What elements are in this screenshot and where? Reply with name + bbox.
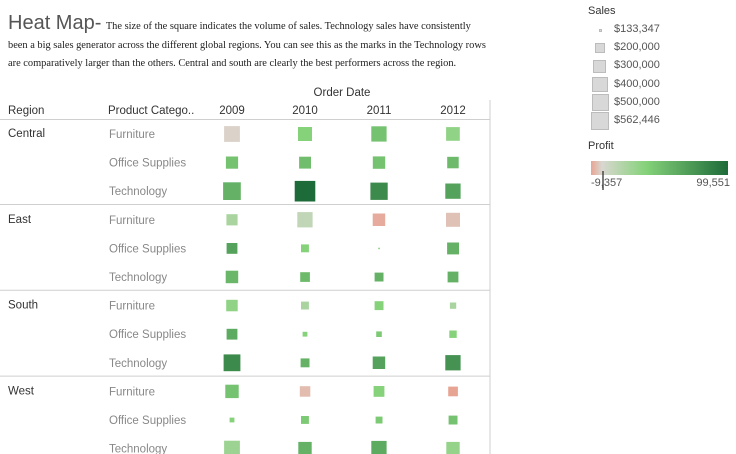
sales-legend-label: $500,000 — [614, 95, 660, 108]
heatmap-chart: Order Date Region Product Catego.. 2009 2… — [0, 87, 491, 454]
heat-cell-central-office-supplies-2010[interactable] — [299, 156, 311, 169]
heat-cell-west-technology-2010[interactable] — [298, 441, 312, 454]
legend-panel: Sales $133,347 $200,000 $300,000 $400,000 $5… — [588, 0, 736, 200]
column-header-2012: 2012 — [440, 105, 466, 117]
heat-cell-east-office-supplies-2011[interactable] — [378, 247, 380, 250]
category-label: Office Supplies — [109, 329, 186, 341]
heat-cell-south-technology-2012[interactable] — [445, 355, 461, 371]
heat-cell-west-furniture-2012[interactable] — [448, 386, 458, 397]
profit-max-label: 99,551 — [696, 177, 730, 189]
sales-legend-label: $562,446 — [614, 114, 660, 126]
heat-cell-south-technology-2009[interactable] — [223, 354, 241, 372]
region-label-central: Central — [8, 128, 45, 140]
heat-cell-east-technology-2012[interactable] — [447, 271, 459, 283]
sales-legend-label: $300,000 — [614, 59, 660, 72]
heat-cell-east-technology-2010[interactable] — [300, 272, 310, 282]
heat-cell-south-furniture-2009[interactable] — [226, 299, 238, 312]
category-label: Furniture — [109, 386, 155, 398]
heat-cell-central-furniture-2009[interactable] — [224, 126, 240, 142]
sales-legend-swatch — [591, 112, 609, 130]
title-block: Heat Map- The size of the square indicat… — [8, 12, 488, 71]
row-header-region: Region — [8, 105, 44, 117]
sales-legend-swatch — [598, 28, 602, 32]
column-header-2009: 2009 — [219, 105, 245, 117]
category-label: Office Supplies — [109, 415, 186, 427]
sales-legend-label: $133,347 — [614, 23, 660, 35]
heat-cell-west-furniture-2011[interactable] — [373, 386, 385, 397]
category-label: Furniture — [109, 215, 155, 227]
heat-cell-south-technology-2010[interactable] — [300, 358, 310, 368]
heat-cell-west-office-supplies-2010[interactable] — [301, 416, 309, 424]
column-header-2011: 2011 — [367, 105, 392, 117]
heat-cell-central-technology-2009[interactable] — [223, 182, 241, 200]
sales-legend-swatch — [591, 94, 609, 112]
sales-legend-label: $200,000 — [614, 41, 660, 54]
sales-legend-swatch — [593, 59, 607, 73]
category-label: Office Supplies — [109, 243, 186, 255]
heat-cell-east-office-supplies-2009[interactable] — [226, 243, 238, 254]
heat-cell-east-furniture-2011[interactable] — [372, 213, 386, 227]
region-label-south: South — [8, 300, 38, 312]
heat-cell-south-furniture-2010[interactable] — [301, 301, 309, 310]
heat-cell-west-office-supplies-2009[interactable] — [229, 417, 235, 423]
heat-cell-south-furniture-2011[interactable] — [374, 301, 384, 311]
heat-cell-central-office-supplies-2011[interactable] — [372, 156, 386, 169]
heat-cell-south-furniture-2012[interactable] — [449, 302, 457, 309]
category-label: Office Supplies — [109, 158, 186, 170]
category-label: Technology — [109, 186, 167, 198]
column-group-label: Order Date — [314, 87, 371, 99]
heat-cell-east-furniture-2010[interactable] — [297, 212, 313, 228]
heat-cell-south-office-supplies-2009[interactable] — [226, 328, 238, 340]
profit-legend-title: Profit — [588, 140, 614, 152]
profit-color-ramp — [591, 161, 728, 190]
category-label: Technology — [109, 444, 167, 454]
heat-cell-east-furniture-2012[interactable] — [446, 212, 460, 227]
sales-legend-title: Sales — [588, 5, 616, 17]
heat-cell-west-technology-2011[interactable] — [371, 440, 387, 454]
category-label: Furniture — [109, 129, 155, 141]
sales-legend-swatch — [594, 42, 606, 54]
heat-cell-west-technology-2009[interactable] — [224, 440, 240, 454]
heat-cell-central-technology-2011[interactable] — [370, 182, 388, 200]
heat-cell-west-office-supplies-2011[interactable] — [375, 416, 383, 424]
heat-cell-east-technology-2011[interactable] — [374, 272, 384, 282]
heat-cell-east-office-supplies-2012[interactable] — [447, 242, 459, 255]
heat-cell-central-technology-2012[interactable] — [445, 183, 461, 199]
heat-cell-south-office-supplies-2010[interactable] — [302, 331, 308, 337]
heat-cell-central-furniture-2012[interactable] — [446, 127, 460, 141]
heat-cell-south-office-supplies-2012[interactable] — [449, 330, 457, 338]
page-title: Heat Map- — [8, 12, 102, 34]
heat-cell-west-technology-2012[interactable] — [446, 441, 460, 454]
heat-cell-central-furniture-2010[interactable] — [298, 127, 312, 141]
heat-cell-central-office-supplies-2009[interactable] — [225, 156, 239, 169]
heat-cell-west-furniture-2010[interactable] — [299, 386, 311, 397]
category-label: Technology — [109, 358, 167, 370]
heat-cell-south-technology-2011[interactable] — [372, 356, 386, 370]
heat-cell-west-furniture-2009[interactable] — [225, 384, 239, 399]
heat-cell-central-technology-2010[interactable] — [294, 180, 316, 202]
sales-legend-label: $400,000 — [614, 77, 660, 90]
column-header-2010: 2010 — [292, 105, 318, 117]
region-label-east: East — [8, 214, 32, 226]
heat-cell-west-office-supplies-2012[interactable] — [448, 415, 458, 425]
heat-cell-east-office-supplies-2010[interactable] — [301, 244, 309, 253]
category-label: Furniture — [109, 301, 155, 313]
heat-cell-central-office-supplies-2012[interactable] — [447, 156, 459, 169]
page-description: The size of the square indicates the vol… — [8, 21, 486, 69]
heat-cell-east-furniture-2009[interactable] — [226, 214, 238, 226]
profit-min-label: -9,357 — [591, 177, 623, 189]
sales-legend-swatch — [592, 77, 608, 93]
category-label: Technology — [109, 272, 167, 284]
heat-cell-south-office-supplies-2011[interactable] — [376, 331, 382, 337]
region-label-west: West — [8, 385, 35, 397]
heat-cell-central-furniture-2011[interactable] — [371, 126, 387, 142]
row-header-category: Product Catego.. — [108, 105, 194, 117]
heat-cell-east-technology-2009[interactable] — [225, 270, 239, 284]
